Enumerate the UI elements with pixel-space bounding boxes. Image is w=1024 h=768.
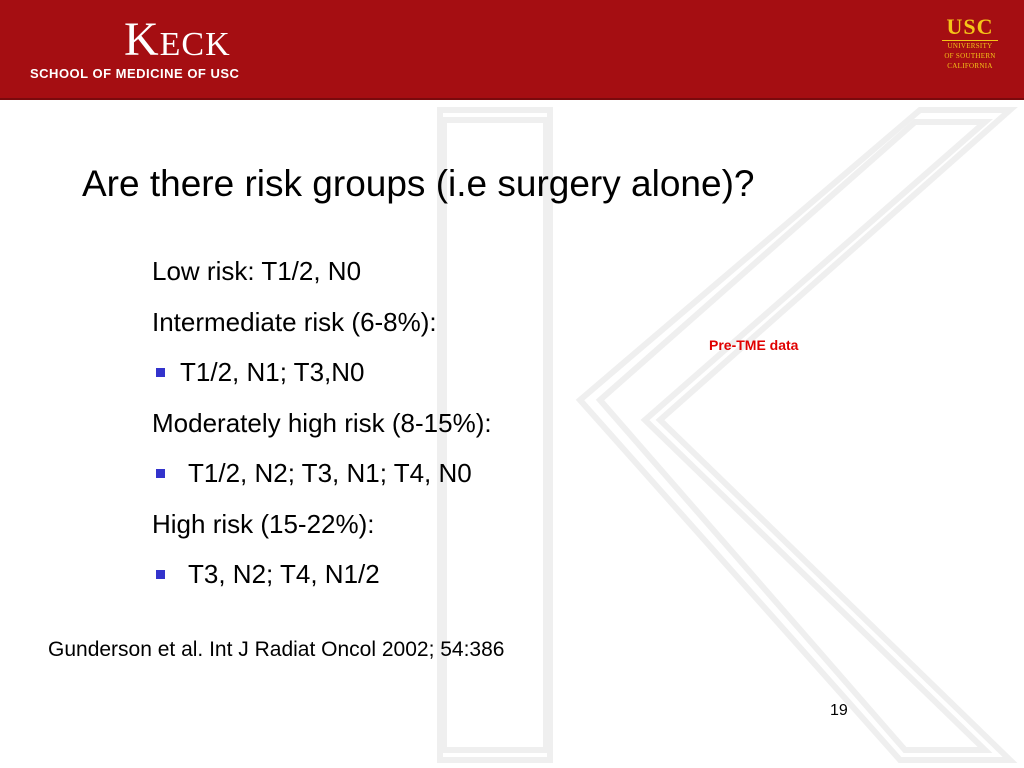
list-item-text: High risk (15-22%): [152,508,375,539]
list-item-text: Low risk: T1/2, N0 [152,256,362,286]
list-item-text: T1/2, N2; T3, N1; T4, N0 [188,458,472,488]
usc-logo-line: OF SOUTHERN [944,52,996,60]
keck-logo-subtitle: SCHOOL OF MEDICINE OF USC [30,66,240,81]
square-bullet-icon [156,368,165,377]
list-item-text: Intermediate risk (6-8%): [152,306,437,337]
list-item-bullet: T3, N2; T4, N1/2 [152,549,492,600]
square-bullet-icon [156,469,165,478]
list-item: Low risk: T1/2, N0 [152,246,492,297]
list-item-bullet: T1/2, N2; T3, N1; T4, N0 [152,448,492,499]
list-item-text: Moderately high risk (8-15%): [152,407,492,438]
header-bar: Keck SCHOOL OF MEDICINE OF USC USC UNIVE… [0,0,1024,98]
citation: Gunderson et al. Int J Radiat Oncol 2002… [48,638,505,661]
usc-logo-line: CALIFORNIA [947,62,993,70]
pre-tme-note: Pre-TME data [709,337,799,353]
page-number: 19 [830,702,848,719]
list-item-text: T3, N2; T4, N1/2 [188,559,380,589]
k-watermark-icon [437,107,1018,763]
slide-title: Are there risk groups (i.e surgery alone… [82,163,755,204]
usc-logo-line: UNIVERSITY [947,42,993,50]
usc-logo-mark: USC [942,16,998,41]
usc-logo: USC UNIVERSITY OF SOUTHERN CALIFORNIA [942,16,998,82]
square-bullet-icon [156,570,165,579]
risk-group-list: Low risk: T1/2, N0 Intermediate risk (6-… [152,246,492,600]
list-item: High risk (15-22%): [152,499,492,550]
list-item-bullet: T1/2, N1; T3,N0 [152,347,492,398]
list-item: Intermediate risk (6-8%): [152,297,492,348]
header-divider [0,98,1024,100]
keck-logo-wordmark: Keck [124,13,231,66]
list-item: Moderately high risk (8-15%): [152,398,492,449]
list-item-text: T1/2, N1; T3,N0 [180,357,365,387]
